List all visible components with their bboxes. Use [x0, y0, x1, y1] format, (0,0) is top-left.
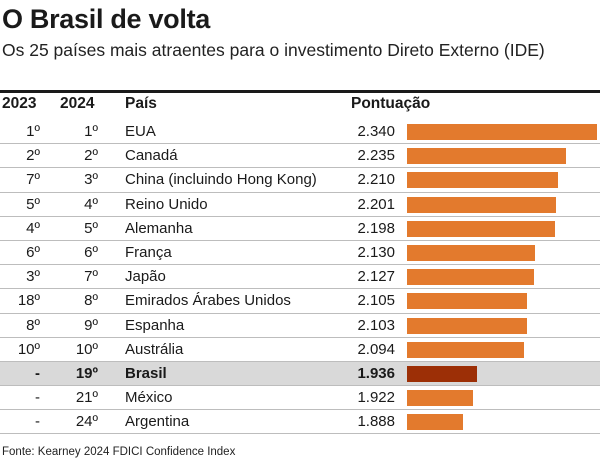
header-2023: 2023	[2, 95, 37, 112]
score-bar	[407, 244, 535, 261]
rank-2023: 1º	[26, 123, 40, 140]
table-row: - 21º México 1.922	[0, 386, 600, 411]
score-value: 2.105	[357, 292, 395, 310]
score-bar	[407, 390, 473, 407]
table-row: 6º 6º França 2.130	[0, 241, 600, 266]
score-bar	[407, 293, 528, 310]
rank-2024: 2º	[84, 147, 98, 165]
country-name: Reino Unido	[125, 195, 208, 213]
rank-2023: 6º	[26, 243, 40, 261]
rank-2023: -	[35, 389, 40, 407]
table-row-highlight: - 19º Brasil 1.936	[0, 361, 600, 387]
country-name: Espanha	[125, 316, 185, 334]
score-value: 1.936	[357, 364, 395, 382]
score-bar	[407, 196, 556, 213]
table-row: 18º 8º Emirados Árabes Unidos 2.105	[0, 289, 600, 314]
chart-subtitle: Os 25 países mais atraentes para o inves…	[2, 40, 545, 60]
score-bar	[407, 414, 463, 431]
table-header: 2023 2024 País Pontuação	[0, 95, 600, 117]
score-value: 2.210	[357, 171, 395, 189]
country-name: França	[125, 243, 172, 261]
score-bar	[407, 124, 597, 140]
rank-2023: 10º	[17, 340, 40, 358]
table-row: 10º 10º Austrália 2.094	[0, 338, 600, 362]
score-bar	[407, 317, 527, 334]
rank-2024: 5º	[84, 219, 98, 237]
rank-2023: 4º	[26, 219, 40, 237]
country-name: EUA	[125, 123, 156, 140]
rank-2023: 8º	[26, 316, 40, 334]
rank-2023: 2º	[26, 147, 40, 165]
country-name: Japão	[125, 268, 166, 286]
score-value: 1.922	[357, 389, 395, 407]
table-row: 1º 1º EUA 2.340	[0, 120, 600, 145]
rank-2024: 6º	[84, 243, 98, 261]
score-value: 2.103	[357, 316, 395, 334]
rank-2024: 1º	[84, 123, 98, 140]
header-2024: 2024	[60, 95, 95, 112]
score-bar	[407, 172, 559, 189]
score-value: 2.127	[357, 268, 395, 286]
rank-2024: 4º	[84, 195, 98, 213]
score-value: 2.235	[357, 147, 395, 165]
country-name: Canadá	[125, 147, 178, 165]
country-name: Argentina	[125, 413, 190, 431]
rank-2024: 9º	[84, 316, 98, 334]
country-name: Emirados Árabes Unidos	[125, 292, 291, 310]
score-value: 2.201	[357, 195, 395, 213]
table-row: - 24º Argentina 1.888	[0, 410, 600, 435]
rank-2023: 18º	[17, 292, 40, 310]
rank-2024: 3º	[84, 171, 98, 189]
rank-2024: 21º	[75, 389, 98, 407]
country-name: China (incluindo Hong Kong)	[125, 171, 317, 189]
table-row: 8º 9º Espanha 2.103	[0, 314, 600, 338]
table-row: 7º 3º China (incluindo Hong Kong) 2.210	[0, 168, 600, 193]
score-value: 2.198	[357, 219, 395, 237]
rank-2024: 10º	[75, 340, 98, 358]
table-row: 3º 7º Japão 2.127	[0, 265, 600, 290]
rank-2023: -	[35, 413, 40, 431]
score-bar	[407, 220, 555, 237]
country-name: Austrália	[125, 340, 184, 358]
source-note: Fonte: Kearney 2024 FDICI Confidence Ind…	[2, 446, 236, 458]
rank-2023: 5º	[26, 195, 40, 213]
score-bar	[407, 365, 478, 382]
chart-title: O Brasil de volta	[2, 4, 210, 34]
score-bar	[407, 148, 566, 165]
rank-2024: 7º	[84, 268, 98, 286]
rank-2023: 7º	[26, 171, 40, 189]
rank-2023: 3º	[26, 268, 40, 286]
score-value: 2.340	[357, 123, 395, 140]
rank-2024: 8º	[84, 292, 98, 310]
header-country: País	[125, 95, 157, 112]
score-bar	[407, 269, 534, 286]
score-value: 2.094	[357, 340, 395, 358]
table-row: 5º 4º Reino Unido 2.201	[0, 193, 600, 217]
country-name: Alemanha	[125, 219, 193, 237]
country-name: México	[125, 389, 173, 407]
score-bar	[407, 341, 524, 358]
rank-2024: 19º	[75, 364, 98, 382]
score-value: 1.888	[357, 413, 395, 431]
rank-2023: -	[35, 364, 40, 382]
country-name: Brasil	[125, 364, 167, 382]
header-score: Pontuação	[351, 95, 431, 112]
table-row: 2º 2º Canadá 2.235	[0, 144, 600, 169]
score-value: 2.130	[357, 243, 395, 261]
header-rule	[0, 90, 600, 93]
table-row: 4º 5º Alemanha 2.198	[0, 217, 600, 241]
ranking-table: 1º 1º EUA 2.340 2º 2º Canadá 2.235 7º 3º China (in…	[0, 120, 600, 435]
rank-2024: 24º	[75, 413, 98, 431]
